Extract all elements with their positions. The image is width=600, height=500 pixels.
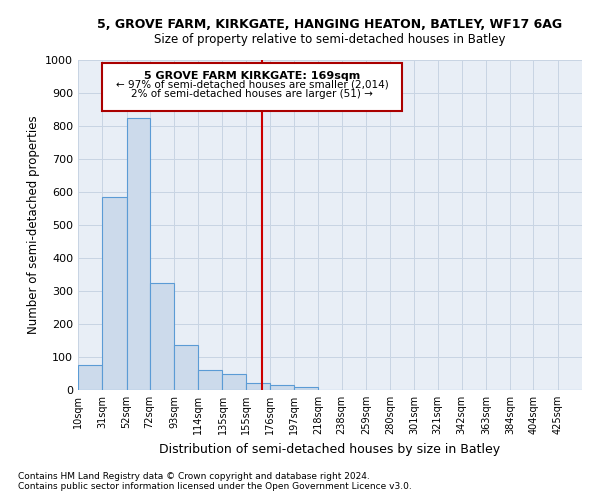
Bar (270, 385, 294, 390)
Text: Size of property relative to semi-detached houses in Batley: Size of property relative to semi-detach… (154, 32, 506, 46)
Bar (78, 365, 102, 390)
Text: 5, GROVE FARM, KIRKGATE, HANGING HEATON, BATLEY, WF17 6AG: 5, GROVE FARM, KIRKGATE, HANGING HEATON,… (97, 18, 563, 30)
X-axis label: Distribution of semi-detached houses by size in Batley: Distribution of semi-detached houses by … (160, 442, 500, 456)
Text: ← 97% of semi-detached houses are smaller (2,014): ← 97% of semi-detached houses are smalle… (116, 80, 388, 90)
Text: 5 GROVE FARM KIRKGATE: 169sqm: 5 GROVE FARM KIRKGATE: 169sqm (144, 70, 360, 81)
Bar (127, 118, 149, 390)
Bar (102, 197, 127, 390)
Bar (223, 374, 245, 390)
Bar (294, 388, 319, 390)
Y-axis label: Number of semi-detached properties: Number of semi-detached properties (26, 116, 40, 334)
Text: Contains public sector information licensed under the Open Government Licence v3: Contains public sector information licen… (18, 482, 412, 491)
Bar (245, 384, 270, 390)
Bar (174, 346, 198, 390)
FancyBboxPatch shape (102, 64, 401, 111)
Text: 2% of semi-detached houses are larger (51) →: 2% of semi-detached houses are larger (5… (131, 89, 373, 99)
Bar (149, 283, 174, 390)
Text: Contains HM Land Registry data © Crown copyright and database right 2024.: Contains HM Land Registry data © Crown c… (18, 472, 370, 481)
Bar (198, 370, 223, 390)
